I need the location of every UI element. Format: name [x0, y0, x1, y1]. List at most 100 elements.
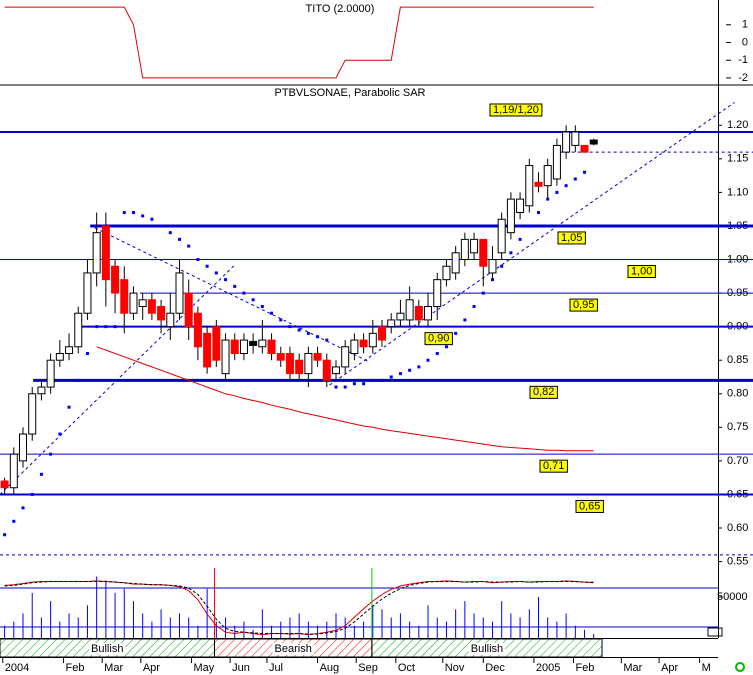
sar-dot [21, 506, 25, 510]
candle-body [65, 346, 74, 354]
regime-label-bg [468, 642, 506, 655]
candle-body [258, 339, 267, 348]
y-tick-label: 1.15 [727, 153, 748, 165]
sar-dot [408, 368, 412, 372]
sar-dot [426, 358, 430, 362]
candle-body [111, 265, 120, 294]
candle-body [120, 279, 129, 314]
candle-body [166, 312, 175, 328]
sar-dot [178, 237, 181, 241]
candle-body [368, 332, 377, 348]
candle-body [479, 238, 488, 267]
sar-dot [288, 325, 292, 329]
candle-body [304, 352, 313, 375]
candle-body [543, 165, 552, 187]
sar-dot [352, 382, 356, 386]
regime-label: Bullish [471, 643, 503, 655]
y-tick-label: 1.10 [727, 186, 748, 198]
candle-body [571, 131, 580, 146]
sar-dot [573, 177, 577, 181]
candle-body [267, 339, 276, 354]
level-label: 1,19/1,20 [493, 104, 539, 116]
x-tick-label: M [702, 662, 711, 674]
sar-dot [214, 271, 218, 275]
level-label: 1,00 [631, 265, 652, 277]
candle-body [470, 238, 479, 254]
x-tick-label: Oct [398, 662, 415, 674]
level-label-box [529, 385, 558, 399]
candle-body [129, 292, 138, 314]
candle-body [157, 306, 166, 321]
regime-label: Bullish [91, 643, 123, 655]
level-label: 1,05 [561, 232, 582, 244]
candle-body [350, 339, 359, 354]
candle-body [378, 326, 387, 341]
sar-dot [67, 405, 71, 409]
candle-body [534, 181, 543, 187]
level-label: 0,71 [543, 460, 564, 472]
sar-dot [325, 338, 329, 342]
sar-dot [104, 325, 108, 329]
sar-dot [39, 472, 43, 476]
level-label-box [627, 265, 656, 279]
sar-dot [564, 184, 568, 188]
sar-dot [500, 264, 504, 268]
level-label-box [569, 298, 598, 312]
x-tick-label: Aug [320, 662, 340, 674]
candle-body [221, 339, 230, 375]
sar-dot [362, 382, 366, 386]
chart-title: PTBVLSONAE, Parabolic SAR [274, 87, 425, 99]
trendline [0, 264, 236, 495]
level-label: 0,95 [573, 299, 594, 311]
sar-dot [454, 331, 458, 335]
candle-body [203, 332, 212, 368]
sar-dot [95, 325, 99, 329]
candle-body [331, 366, 340, 375]
candle-body [276, 352, 285, 361]
x-tick-label: Mar [104, 662, 123, 674]
sar-dot [205, 264, 209, 268]
sar-dot [187, 244, 191, 248]
y-tick-label: 0.70 [727, 455, 748, 467]
candle-body [92, 232, 101, 274]
sar-dot [85, 351, 89, 355]
sar-dot [168, 231, 172, 235]
candle-body [285, 352, 294, 375]
candle-body [249, 340, 258, 346]
level-label-box [539, 459, 568, 473]
y-tick-label: 50000 [717, 591, 748, 603]
sar-dot [398, 372, 402, 376]
sar-dot [481, 291, 485, 295]
candle-body [516, 198, 525, 214]
x-tick-label: Apr [143, 662, 160, 674]
candle-body [414, 306, 423, 321]
sar-dot [380, 378, 384, 382]
y-tick-label: 0.80 [727, 388, 748, 400]
sar-dot [509, 251, 513, 255]
x-tick-label: May [193, 662, 214, 674]
x-tick-label: 2004 [5, 662, 29, 674]
candle-body [589, 139, 598, 145]
candle-body [433, 279, 442, 308]
x-tick-label: Nov [445, 662, 465, 674]
y-tick-label: 1.20 [727, 119, 748, 131]
x-tick-label: Apr [661, 662, 678, 674]
level-label: 0,90 [428, 333, 449, 345]
sar-dot [49, 452, 53, 456]
sar-dot [260, 305, 264, 309]
candle-body [552, 144, 561, 180]
level-label-box [424, 332, 453, 346]
level-label-box [557, 231, 586, 245]
y-tick-label: -1 [738, 54, 748, 66]
sar-dot [76, 378, 80, 382]
candle-body [37, 386, 46, 395]
candle-body [9, 453, 18, 489]
sar-dot [371, 378, 375, 382]
candle-body [322, 359, 331, 381]
candle-body [0, 480, 9, 489]
sar-dot [555, 190, 559, 194]
sar-dot [518, 237, 522, 241]
candle-body [101, 225, 110, 281]
